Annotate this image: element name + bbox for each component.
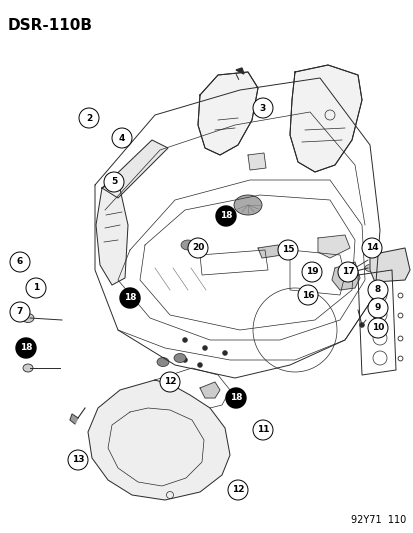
Text: 2: 2 — [85, 114, 92, 123]
Polygon shape — [70, 414, 78, 424]
Circle shape — [216, 206, 235, 226]
Polygon shape — [235, 68, 243, 74]
Circle shape — [10, 252, 30, 272]
Circle shape — [297, 285, 317, 305]
Text: 17: 17 — [341, 268, 354, 277]
Polygon shape — [102, 140, 168, 198]
Circle shape — [277, 240, 297, 260]
Polygon shape — [331, 262, 359, 290]
Text: 18: 18 — [229, 393, 242, 402]
Ellipse shape — [23, 364, 33, 372]
Text: 12: 12 — [164, 377, 176, 386]
Circle shape — [225, 388, 245, 408]
Circle shape — [10, 302, 30, 322]
Polygon shape — [289, 65, 361, 172]
Circle shape — [367, 318, 387, 338]
Text: 6: 6 — [17, 257, 23, 266]
Ellipse shape — [233, 195, 261, 215]
Circle shape — [182, 337, 187, 343]
Circle shape — [197, 362, 202, 367]
Circle shape — [252, 420, 272, 440]
Text: 7: 7 — [17, 308, 23, 317]
Text: 18: 18 — [219, 212, 232, 221]
Text: 14: 14 — [365, 244, 377, 253]
Text: 20: 20 — [191, 244, 204, 253]
Circle shape — [104, 172, 124, 192]
Text: 5: 5 — [111, 177, 117, 187]
Text: 8: 8 — [374, 286, 380, 295]
Polygon shape — [96, 180, 128, 285]
Polygon shape — [197, 72, 257, 155]
Circle shape — [361, 238, 381, 258]
Text: 92Y71  110: 92Y71 110 — [350, 515, 405, 525]
Circle shape — [222, 351, 227, 356]
Text: 19: 19 — [305, 268, 318, 277]
Circle shape — [159, 372, 180, 392]
Text: 18: 18 — [20, 343, 32, 352]
Circle shape — [26, 278, 46, 298]
Circle shape — [188, 238, 207, 258]
Circle shape — [367, 280, 387, 300]
Polygon shape — [369, 248, 409, 282]
Polygon shape — [317, 235, 349, 258]
Circle shape — [79, 108, 99, 128]
Circle shape — [301, 262, 321, 282]
Circle shape — [252, 98, 272, 118]
Text: 4: 4 — [119, 133, 125, 142]
Ellipse shape — [173, 353, 185, 362]
Text: 18: 18 — [123, 294, 136, 303]
Circle shape — [202, 345, 207, 351]
Text: 11: 11 — [256, 425, 268, 434]
Polygon shape — [257, 245, 281, 258]
Ellipse shape — [364, 264, 374, 271]
Circle shape — [358, 322, 363, 327]
Ellipse shape — [180, 240, 195, 250]
Ellipse shape — [157, 358, 169, 367]
Text: 12: 12 — [231, 486, 244, 495]
Polygon shape — [88, 380, 230, 500]
Circle shape — [112, 128, 132, 148]
Circle shape — [337, 262, 357, 282]
Text: 9: 9 — [374, 303, 380, 312]
Circle shape — [228, 480, 247, 500]
Circle shape — [16, 338, 36, 358]
Circle shape — [367, 298, 387, 318]
Text: 3: 3 — [259, 103, 266, 112]
Polygon shape — [247, 153, 266, 170]
Circle shape — [120, 288, 140, 308]
Text: 13: 13 — [71, 456, 84, 464]
Text: 16: 16 — [301, 290, 313, 300]
Ellipse shape — [22, 313, 34, 322]
Circle shape — [68, 450, 88, 470]
Circle shape — [182, 358, 187, 362]
Text: 1: 1 — [33, 284, 39, 293]
Text: 15: 15 — [281, 246, 294, 254]
Text: DSR-110B: DSR-110B — [8, 18, 93, 33]
Polygon shape — [199, 382, 219, 398]
Text: 10: 10 — [371, 324, 383, 333]
